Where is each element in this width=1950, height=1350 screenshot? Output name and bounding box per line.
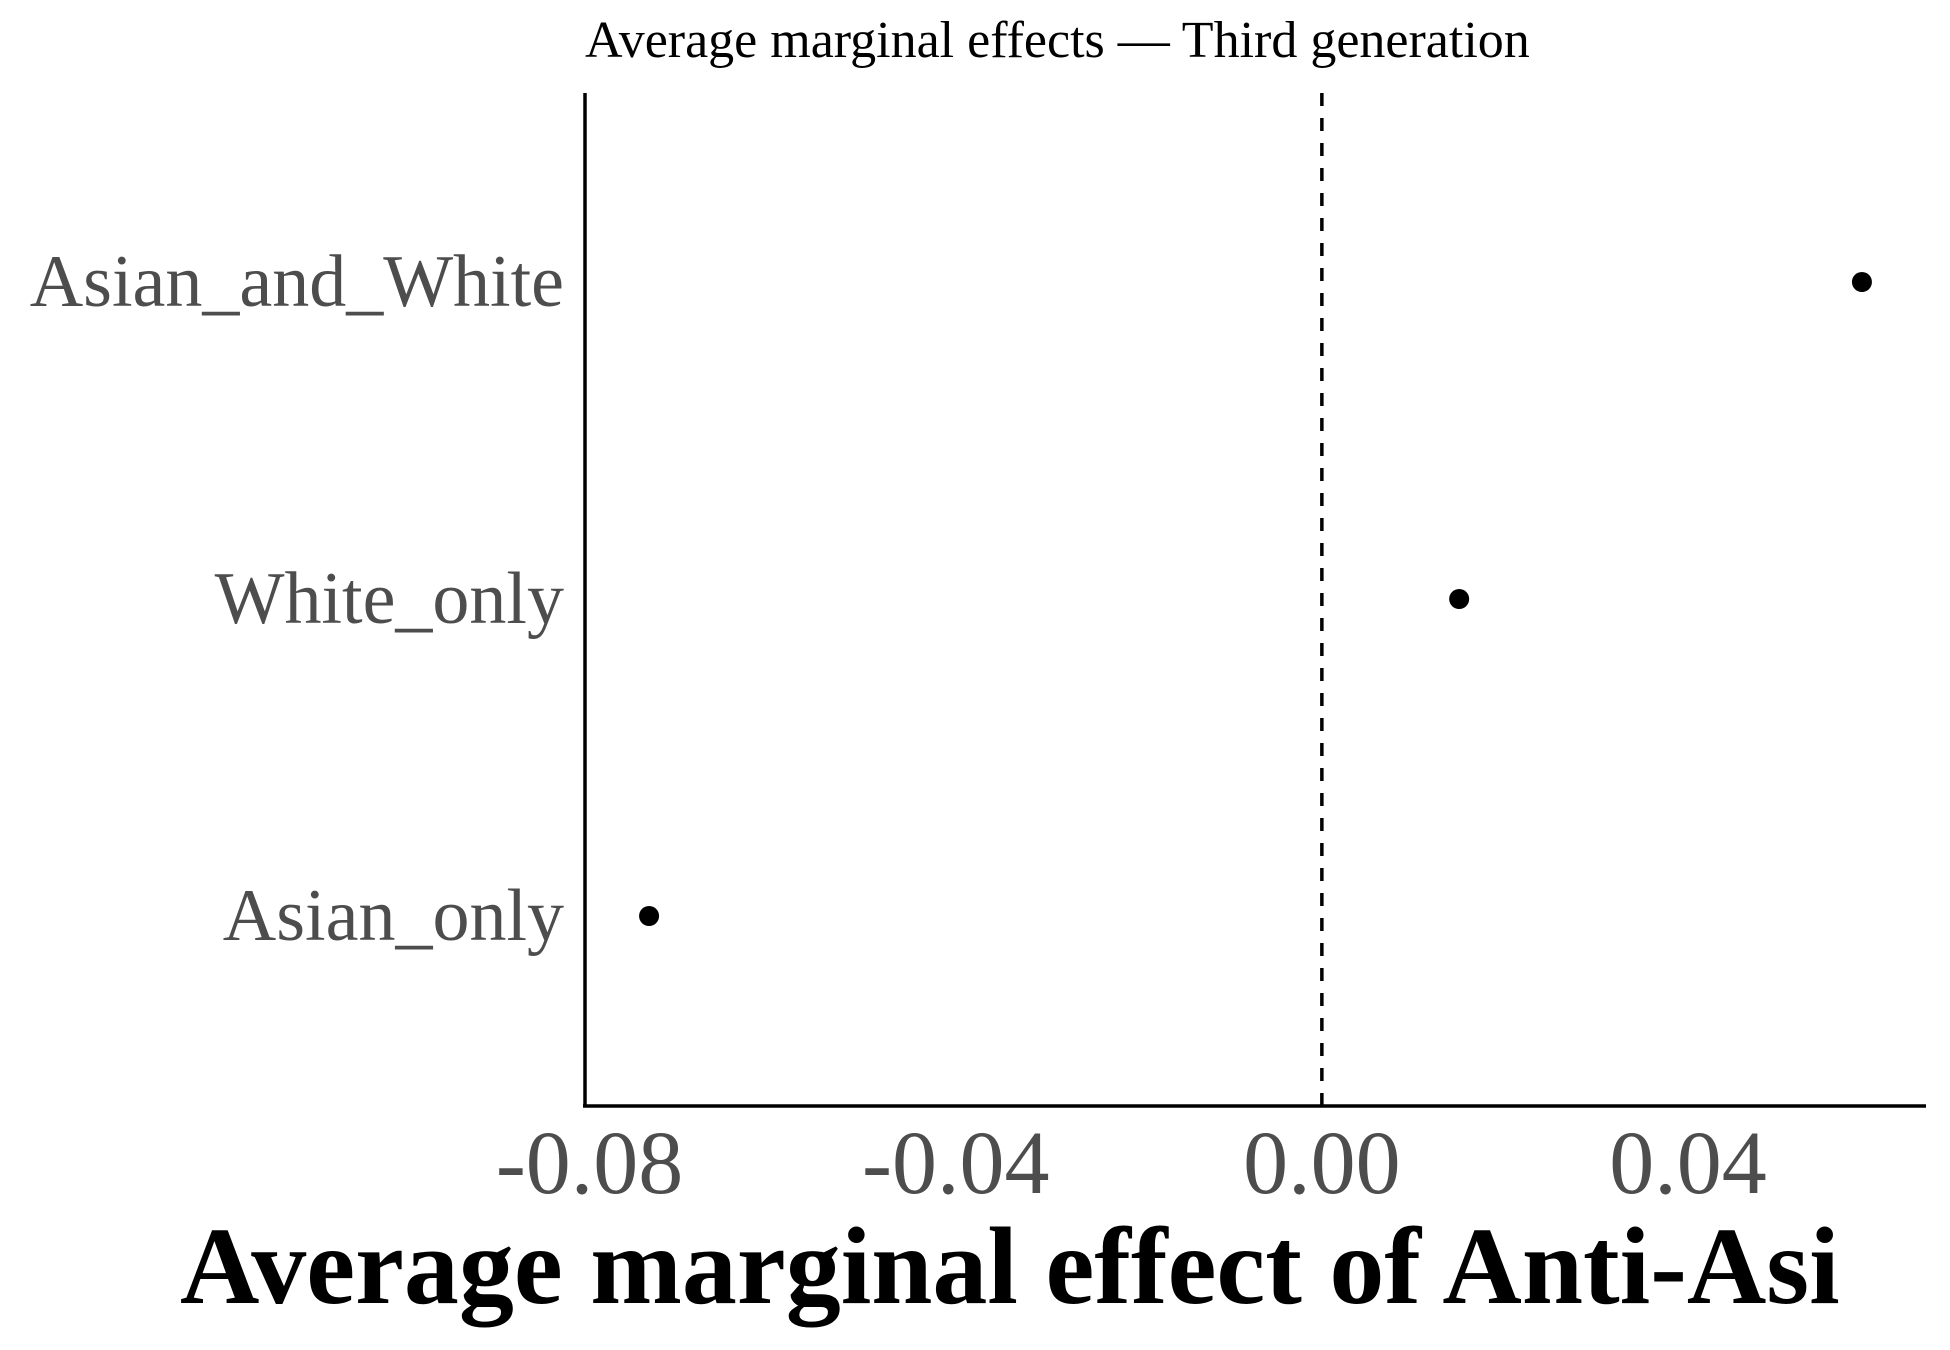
x-tick-label: -0.04 — [862, 1114, 1049, 1213]
y-tick-label: Asian_and_White — [30, 241, 564, 323]
data-point — [1449, 589, 1470, 609]
data-points — [639, 272, 1872, 926]
chart-title: Average marginal effects — Third generat… — [585, 12, 1530, 69]
x-axis-label: Average marginal effect of Anti-Asi — [180, 1205, 1840, 1327]
x-tick-label: 0.00 — [1243, 1114, 1401, 1213]
x-tick-label: -0.08 — [496, 1114, 683, 1213]
y-tick-labels: Asian_and_White White_only Asian_only — [30, 241, 564, 957]
x-tick-labels: -0.08 -0.04 0.00 0.04 — [496, 1114, 1767, 1213]
y-tick-label: Asian_only — [223, 875, 564, 957]
x-tick-label: 0.04 — [1609, 1114, 1767, 1213]
data-point — [639, 906, 660, 926]
y-tick-label: White_only — [215, 558, 564, 640]
data-point — [1851, 272, 1872, 292]
